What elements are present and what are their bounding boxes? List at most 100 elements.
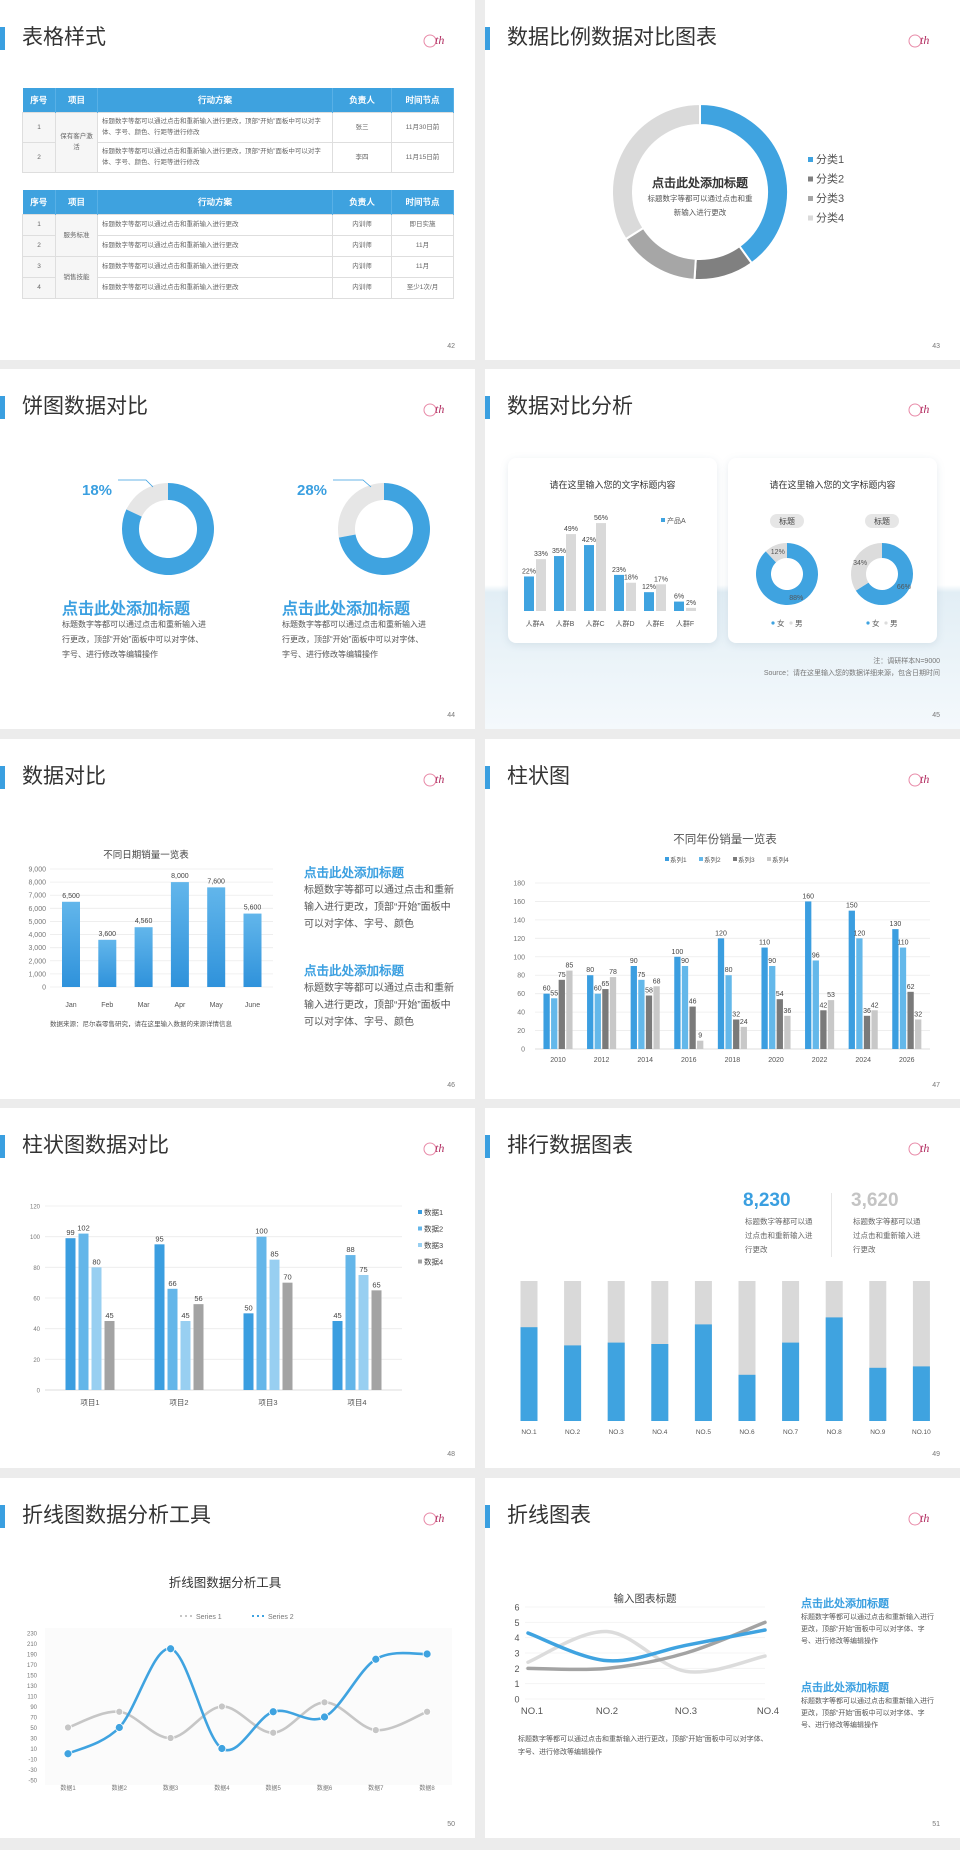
slide-47[interactable]: 柱状图 th 不同年份销量一览表 系列1 系列2 系列3 系列4 0 20 40 60 80 100… (485, 739, 960, 1099)
bar-value-label: 65 (602, 981, 610, 988)
x-tick-label: NO.9 (870, 1429, 886, 1436)
bar (761, 947, 768, 1049)
slide-46[interactable]: 数据对比 th 不同日期销量一览表 0 1,000 2,000 3,000 4,000 5,… (0, 739, 475, 1099)
time-cell: 11月 (391, 234, 454, 257)
slide-44[interactable]: 饼图数据对比 th 18% 28% 点击此处添加标题 标题数字等都可以通过点击和重… (0, 369, 475, 729)
bar (584, 545, 594, 611)
x-tick-label: 2018 (725, 1057, 741, 1064)
y-tick-label: 4,000 (28, 932, 46, 939)
bar-value-label: 32 (732, 1011, 740, 1018)
data-point (115, 1707, 124, 1716)
bar (243, 1313, 254, 1390)
stat-text: 标题数字等都可以通过点击和重新输入进行更改 (853, 1217, 921, 1254)
item-heading: 点击此处添加标题 (304, 964, 405, 978)
x-tick-label: Mar (138, 1002, 151, 1009)
slide-49[interactable]: 排行数据图表 th 8,230 标题数字等都可以通过点击和重新输入进行更改 3,… (485, 1108, 960, 1468)
slide-50[interactable]: 折线图数据分析工具 th 折线图数据分析工具 Series 1 Series 2 23… (0, 1478, 475, 1838)
item-text: 标题数字等都可以通过点击和重新输入进行更改，顶部“开始”面板中可以对字体、字号、… (282, 620, 426, 659)
bar-value-label: 160 (802, 893, 814, 900)
y-tick-label: 70 (30, 1716, 37, 1722)
time-cell: 即日实施 (391, 213, 454, 236)
header-cell: 项目 (55, 88, 98, 112)
slide-title: 折线图数据分析工具 (22, 1504, 211, 1527)
header-cell: 行动方案 (97, 88, 333, 112)
x-tick-label: 人群E (646, 619, 665, 628)
svg-text:th: th (920, 402, 929, 416)
time-cell: 至少1次/月 (391, 276, 454, 299)
svg-text:th: th (920, 1141, 929, 1155)
bar (899, 947, 907, 1049)
bar-chart-card (508, 458, 717, 643)
slide-48[interactable]: 柱状图数据对比 th 0 20 40 60 80 100 120 99 102 80 45 项目1 95… (0, 1108, 475, 1468)
bar-value-label: 88 (346, 1245, 354, 1254)
logo: th (908, 402, 929, 417)
y-tick-label: 90 (30, 1705, 37, 1711)
bar-value-label: 66 (168, 1279, 176, 1288)
bar-value-label: 23% (612, 567, 626, 574)
x-tick-label: 数据2 (112, 1784, 128, 1792)
slide-title: 数据比例数据对比图表 (507, 26, 717, 49)
bar-value-label: 46 (689, 999, 697, 1006)
x-tick-label: NO.3 (675, 1706, 697, 1717)
y-tick-label: 6,000 (28, 906, 46, 913)
bar (554, 556, 564, 611)
bar-fill (912, 1366, 930, 1421)
x-tick-label: 数据6 (317, 1784, 333, 1792)
y-tick-label: 50 (30, 1726, 37, 1732)
y-tick-label: 0 (37, 1389, 41, 1395)
y-tick-label: 2,000 (28, 958, 46, 965)
seq-cell: 4 (22, 276, 56, 299)
data-point (63, 1749, 73, 1759)
y-tick-label: 8,000 (28, 880, 46, 887)
logo: th (423, 772, 444, 787)
bar (645, 995, 653, 1049)
bar-value-label: 120 (854, 930, 866, 937)
slide-45[interactable]: 数据对比分析 th 请在这里输入您的文字标题内容 请在这里输入您的文字标题内容 … (485, 369, 960, 729)
bar (733, 1019, 740, 1049)
chart-caption: 标题数字等都可以通过点击和重新输入进行更改，顶部“开始”面板中可以对字体、字号、… (518, 1736, 768, 1756)
bar-fill (607, 1342, 625, 1421)
bar (62, 901, 80, 987)
header-cell: 负责人 (332, 190, 392, 214)
bar-value-label: 56 (194, 1294, 202, 1303)
legend-label: 分类1 (816, 152, 844, 166)
bar-value-label: 90 (630, 958, 638, 965)
bar (856, 938, 863, 1049)
y-tick-label: 0 (521, 1047, 525, 1054)
bar (180, 1321, 191, 1390)
slide-42[interactable]: 表格样式 th 序号 项目 行动方案 负责人 时间节点 1 保有客户激活 标题数… (0, 0, 475, 360)
x-tick-label: 项目1 (80, 1398, 99, 1407)
slide-title: 柱状图数据对比 (22, 1134, 169, 1157)
leader-line (333, 479, 372, 488)
seq-cell: 1 (22, 213, 56, 236)
y-tick-label: -10 (28, 1758, 37, 1764)
bar (674, 956, 681, 1049)
bar (717, 938, 725, 1049)
bar-fill (738, 1374, 756, 1421)
header-cell: 负责人 (332, 88, 392, 112)
legend-swatch (733, 857, 737, 861)
x-tick-label: 2026 (899, 1057, 915, 1064)
owner-cell: 李四 (332, 141, 392, 173)
donut-2-slice-1 (338, 483, 384, 538)
data-point (114, 1723, 124, 1732)
y-tick-label: 160 (513, 899, 525, 906)
bar-fill (694, 1324, 712, 1421)
slide-43[interactable]: 数据比例数据对比图表 th 分类1 分类2 分类3 分类4 点击此处添加标题 标题数字… (485, 0, 960, 360)
slide-51[interactable]: 折线图表 th 输入图表标题 0 1 2 3 4 5 6 NO.1 NO.2 NO.3 NO.4 点击… (485, 1478, 960, 1838)
legend-label: 数据4 (424, 1257, 443, 1267)
bar-value-label: 75 (558, 972, 566, 979)
bar (551, 998, 558, 1049)
y-tick-label: 0 (514, 1695, 519, 1705)
bar-value-label: 150 (846, 903, 858, 910)
logo: th (423, 33, 444, 48)
bar (609, 977, 617, 1049)
donut-5-slice-1 (855, 543, 913, 605)
svg-text:th: th (920, 1511, 929, 1525)
header-cell: 序号 (22, 88, 56, 112)
y-tick-label: 6 (514, 1603, 519, 1613)
y-tick-label: 80 (517, 973, 525, 980)
x-tick-label: 数据8 (419, 1784, 435, 1792)
bar-fill (869, 1367, 887, 1421)
